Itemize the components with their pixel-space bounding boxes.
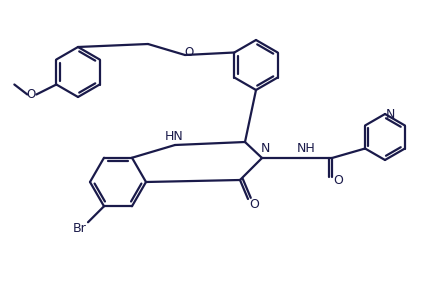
- Text: O: O: [184, 45, 194, 58]
- Text: N: N: [385, 108, 395, 121]
- Text: O: O: [333, 175, 343, 188]
- Text: Br: Br: [73, 222, 87, 235]
- Text: NH: NH: [297, 142, 315, 155]
- Text: O: O: [27, 88, 36, 101]
- Text: N: N: [260, 142, 270, 155]
- Text: HN: HN: [165, 129, 183, 142]
- Text: O: O: [249, 197, 259, 210]
